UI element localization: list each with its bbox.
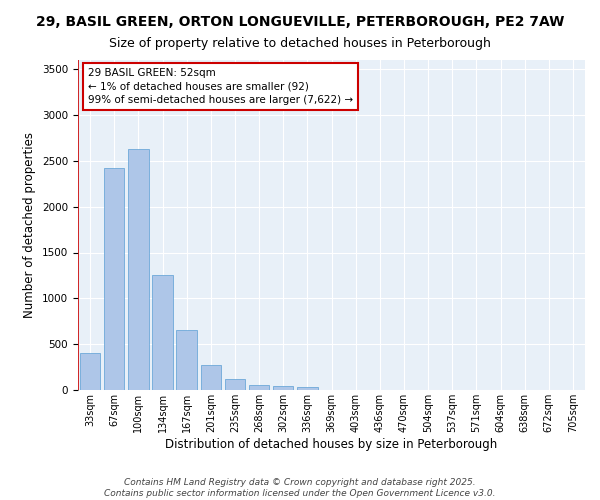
Text: 29, BASIL GREEN, ORTON LONGUEVILLE, PETERBOROUGH, PE2 7AW: 29, BASIL GREEN, ORTON LONGUEVILLE, PETE… — [36, 15, 564, 29]
Bar — [104, 168, 124, 390]
X-axis label: Distribution of detached houses by size in Peterborough: Distribution of detached houses by size … — [166, 438, 497, 450]
Bar — [176, 330, 197, 390]
Bar — [152, 276, 173, 390]
Bar — [128, 149, 149, 390]
Bar — [224, 380, 245, 390]
Bar — [249, 384, 269, 390]
Bar — [200, 365, 221, 390]
Y-axis label: Number of detached properties: Number of detached properties — [23, 132, 37, 318]
Bar — [297, 387, 317, 390]
Bar — [80, 354, 100, 390]
Bar — [273, 386, 293, 390]
Text: Size of property relative to detached houses in Peterborough: Size of property relative to detached ho… — [109, 38, 491, 51]
Text: 29 BASIL GREEN: 52sqm
← 1% of detached houses are smaller (92)
99% of semi-detac: 29 BASIL GREEN: 52sqm ← 1% of detached h… — [88, 68, 353, 104]
Text: Contains HM Land Registry data © Crown copyright and database right 2025.
Contai: Contains HM Land Registry data © Crown c… — [104, 478, 496, 498]
